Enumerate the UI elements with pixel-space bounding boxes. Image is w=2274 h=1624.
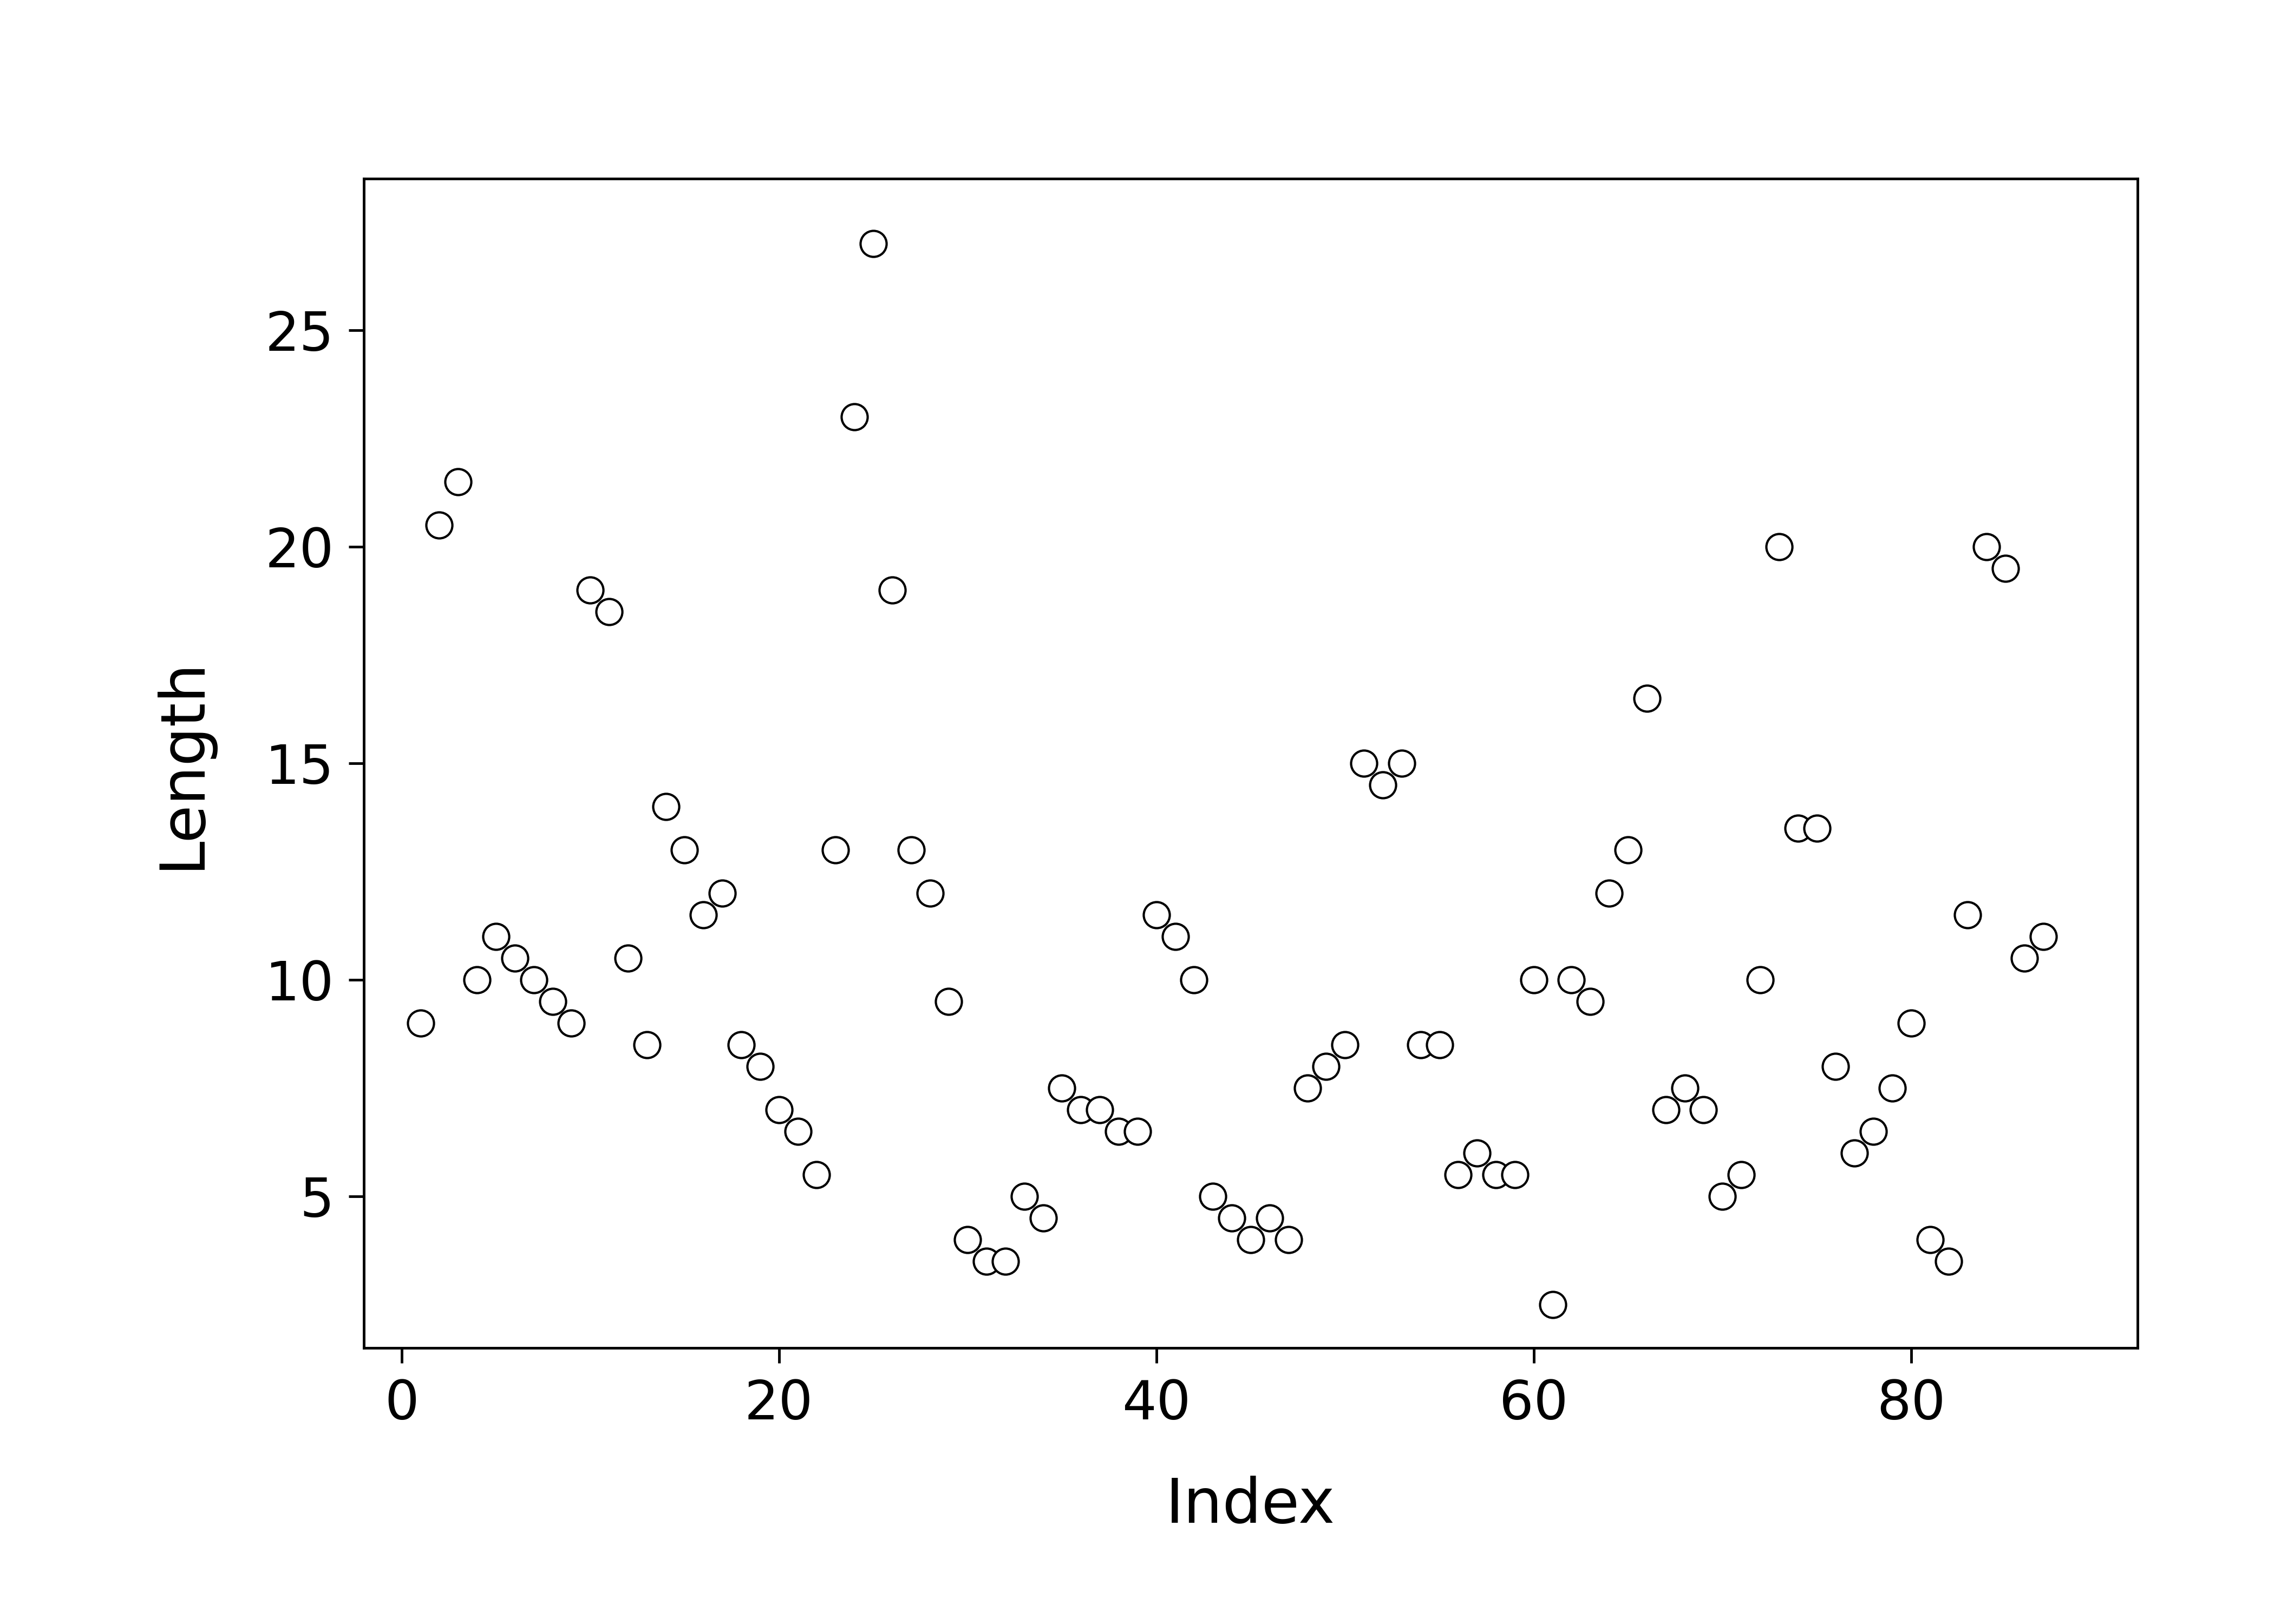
Point <box>1837 1140 1874 1166</box>
Point <box>969 1249 1005 1275</box>
Point <box>1931 1249 1967 1275</box>
Point <box>837 404 873 430</box>
Point <box>1969 534 2006 560</box>
Point <box>855 231 891 257</box>
Point <box>1194 1184 1230 1210</box>
Point <box>1987 555 2024 581</box>
Point <box>1062 1096 1098 1122</box>
Point <box>459 966 496 992</box>
Point <box>705 880 741 906</box>
Point <box>1478 1161 1514 1187</box>
Point <box>1460 1140 1496 1166</box>
Point <box>1685 1096 1721 1122</box>
Point <box>2026 924 2063 950</box>
Point <box>1856 1119 1892 1145</box>
Point <box>2006 945 2042 971</box>
Point <box>1553 966 1590 992</box>
Point <box>1781 815 1817 841</box>
Point <box>1271 1226 1308 1252</box>
Point <box>1421 1031 1458 1057</box>
Point <box>1760 534 1796 560</box>
Point <box>1439 1161 1476 1187</box>
Point <box>1649 1096 1685 1122</box>
Point <box>1082 1096 1119 1122</box>
Point <box>723 1031 760 1057</box>
Point <box>912 880 948 906</box>
Point <box>1571 989 1608 1015</box>
Point <box>1892 1010 1928 1036</box>
X-axis label: Index: Index <box>1167 1476 1335 1536</box>
Point <box>873 577 910 603</box>
Point <box>1233 1226 1269 1252</box>
Point <box>1214 1205 1251 1231</box>
Point <box>516 966 553 992</box>
Point <box>1592 880 1628 906</box>
Point <box>1119 1119 1155 1145</box>
Point <box>478 924 514 950</box>
Point <box>1724 1161 1760 1187</box>
Point <box>816 836 853 862</box>
Point <box>1251 1205 1287 1231</box>
Point <box>1289 1075 1326 1101</box>
Point <box>439 469 475 495</box>
Point <box>1496 1161 1533 1187</box>
Point <box>1742 966 1778 992</box>
Point <box>1139 901 1176 927</box>
Point <box>609 945 646 971</box>
Point <box>894 836 930 862</box>
Point <box>1667 1075 1703 1101</box>
Point <box>987 1249 1023 1275</box>
Point <box>1101 1119 1137 1145</box>
Point <box>1912 1226 1949 1252</box>
Point <box>1364 771 1401 797</box>
Point <box>741 1054 778 1080</box>
Point <box>573 577 609 603</box>
Point <box>666 836 703 862</box>
Point <box>1346 750 1383 776</box>
Point <box>1817 1054 1853 1080</box>
Point <box>553 1010 589 1036</box>
Point <box>1799 815 1835 841</box>
Point <box>1026 1205 1062 1231</box>
Point <box>1176 966 1212 992</box>
Point <box>1403 1031 1439 1057</box>
Point <box>951 1226 987 1252</box>
Point <box>496 945 532 971</box>
Point <box>1949 901 1985 927</box>
Point <box>1535 1291 1571 1317</box>
Point <box>1703 1184 1740 1210</box>
Point <box>1610 836 1646 862</box>
Point <box>1157 924 1194 950</box>
Point <box>1044 1075 1080 1101</box>
Point <box>1005 1184 1041 1210</box>
Y-axis label: Length: Length <box>152 658 211 869</box>
Point <box>684 901 721 927</box>
Point <box>1326 1031 1362 1057</box>
Point <box>591 599 628 625</box>
Point <box>421 512 457 538</box>
Point <box>1308 1054 1344 1080</box>
Point <box>1628 685 1665 711</box>
Point <box>402 1010 439 1036</box>
Point <box>1514 966 1551 992</box>
Point <box>628 1031 664 1057</box>
Point <box>798 1161 835 1187</box>
Point <box>930 989 966 1015</box>
Point <box>780 1119 816 1145</box>
Point <box>534 989 571 1015</box>
Point <box>1383 750 1419 776</box>
Point <box>762 1096 798 1122</box>
Point <box>648 794 684 820</box>
Point <box>1874 1075 1910 1101</box>
